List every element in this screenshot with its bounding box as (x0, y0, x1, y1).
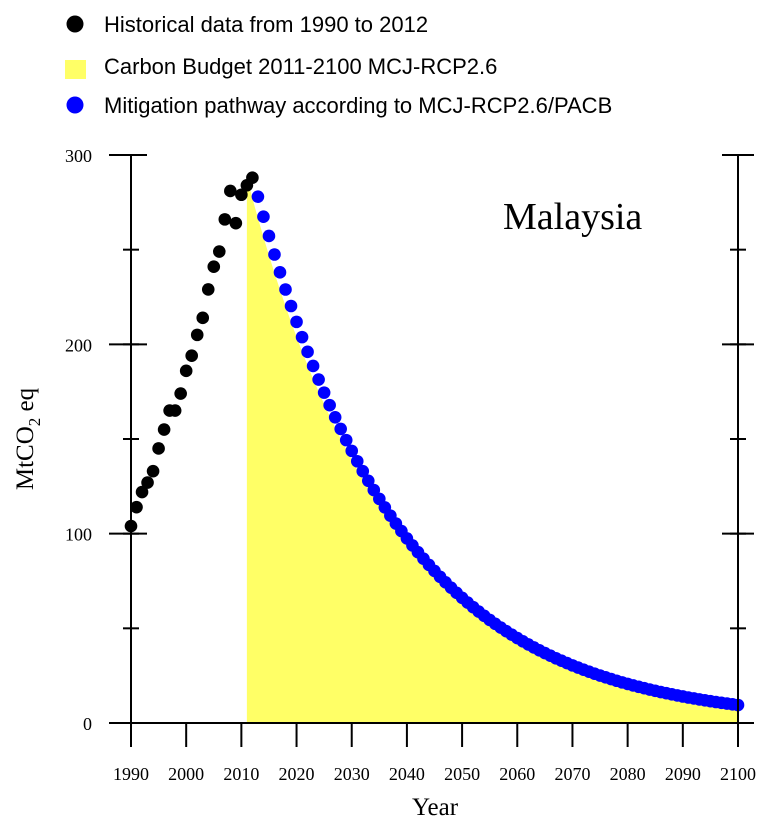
pathway-point (284, 299, 298, 313)
historical-point (246, 171, 259, 185)
historical-point (235, 188, 248, 202)
x-tick-label: 2030 (334, 764, 370, 784)
pathway-point (317, 386, 331, 399)
y-tick-label: 200 (65, 335, 92, 355)
pathway-point (251, 190, 265, 203)
y-tick-label: 0 (83, 714, 92, 734)
historical-points (124, 171, 259, 533)
historical-point (185, 349, 198, 362)
pathway-point (257, 210, 270, 223)
historical-point (152, 442, 165, 455)
legend-marker-budget (65, 60, 86, 79)
pathway-point (268, 248, 281, 261)
x-tick-label: 2060 (499, 764, 535, 784)
pathway-point (356, 464, 370, 478)
tick-labels: 1990 2000 2010 2020 2030 2040 2050 2060 2070 2080… (65, 146, 756, 784)
x-tick-label: 2070 (554, 764, 590, 784)
x-tick-label: 2080 (610, 764, 646, 784)
historical-point (130, 500, 143, 514)
pathway-points (251, 190, 745, 712)
x-tick-label: 1990 (113, 764, 149, 784)
pathway-point (323, 398, 336, 412)
legend-marker-pathway (66, 96, 84, 114)
pathway-point (301, 345, 314, 359)
y-tick-label: 300 (65, 146, 92, 166)
historical-point (141, 476, 154, 489)
pathway-point (328, 410, 342, 424)
historical-point (224, 184, 237, 198)
x-tick-label: 2040 (389, 764, 425, 784)
historical-point (157, 423, 171, 436)
historical-point (207, 260, 221, 274)
historical-point (146, 464, 160, 478)
carbon-budget-area (246, 177, 738, 724)
x-tick-label: 2010 (223, 764, 259, 784)
chart-title: Malaysia (503, 196, 642, 238)
x-tick-label: 2090 (665, 764, 701, 784)
y-axis-title: MtCO2 eq (12, 387, 44, 490)
legend-label-budget: Carbon Budget 2011-2100 MCJ-RCP2.6 (104, 54, 497, 79)
x-tick-label: 2000 (168, 764, 204, 784)
pathway-point (339, 433, 353, 447)
historical-point (212, 245, 226, 258)
pathway-point (306, 359, 320, 373)
historical-point (229, 216, 243, 230)
legend: Historical data from 1990 to 2012 Carbon… (65, 12, 612, 118)
historical-point (218, 213, 232, 226)
historical-point (174, 387, 187, 400)
x-tick-label: 2100 (720, 764, 756, 784)
axis-ticks (109, 154, 754, 747)
historical-point (179, 364, 193, 378)
pathway-point (295, 330, 309, 344)
historical-point (196, 311, 210, 325)
historical-point (190, 328, 204, 342)
pathway-point (290, 315, 303, 329)
y-tick-label: 100 (65, 525, 92, 545)
legend-label-pathway: Mitigation pathway according to MCJ-RCP2… (104, 93, 612, 118)
legend-label-historical: Historical data from 1990 to 2012 (104, 12, 428, 37)
pathway-point (334, 422, 347, 436)
pathway-point (361, 474, 375, 488)
pathway-point (262, 229, 276, 243)
pathway-point (312, 373, 325, 386)
pathway-point (350, 454, 364, 468)
historical-point (201, 283, 215, 296)
pathway-point (279, 283, 292, 296)
pathway-point (345, 444, 359, 458)
x-tick-label: 2020 (279, 764, 315, 784)
x-tick-label: 2050 (444, 764, 480, 784)
historical-point (135, 485, 149, 499)
legend-marker-historical (66, 15, 84, 33)
pathway-point (273, 266, 287, 279)
historical-point (168, 404, 182, 417)
x-axis-title: Year (412, 794, 459, 820)
